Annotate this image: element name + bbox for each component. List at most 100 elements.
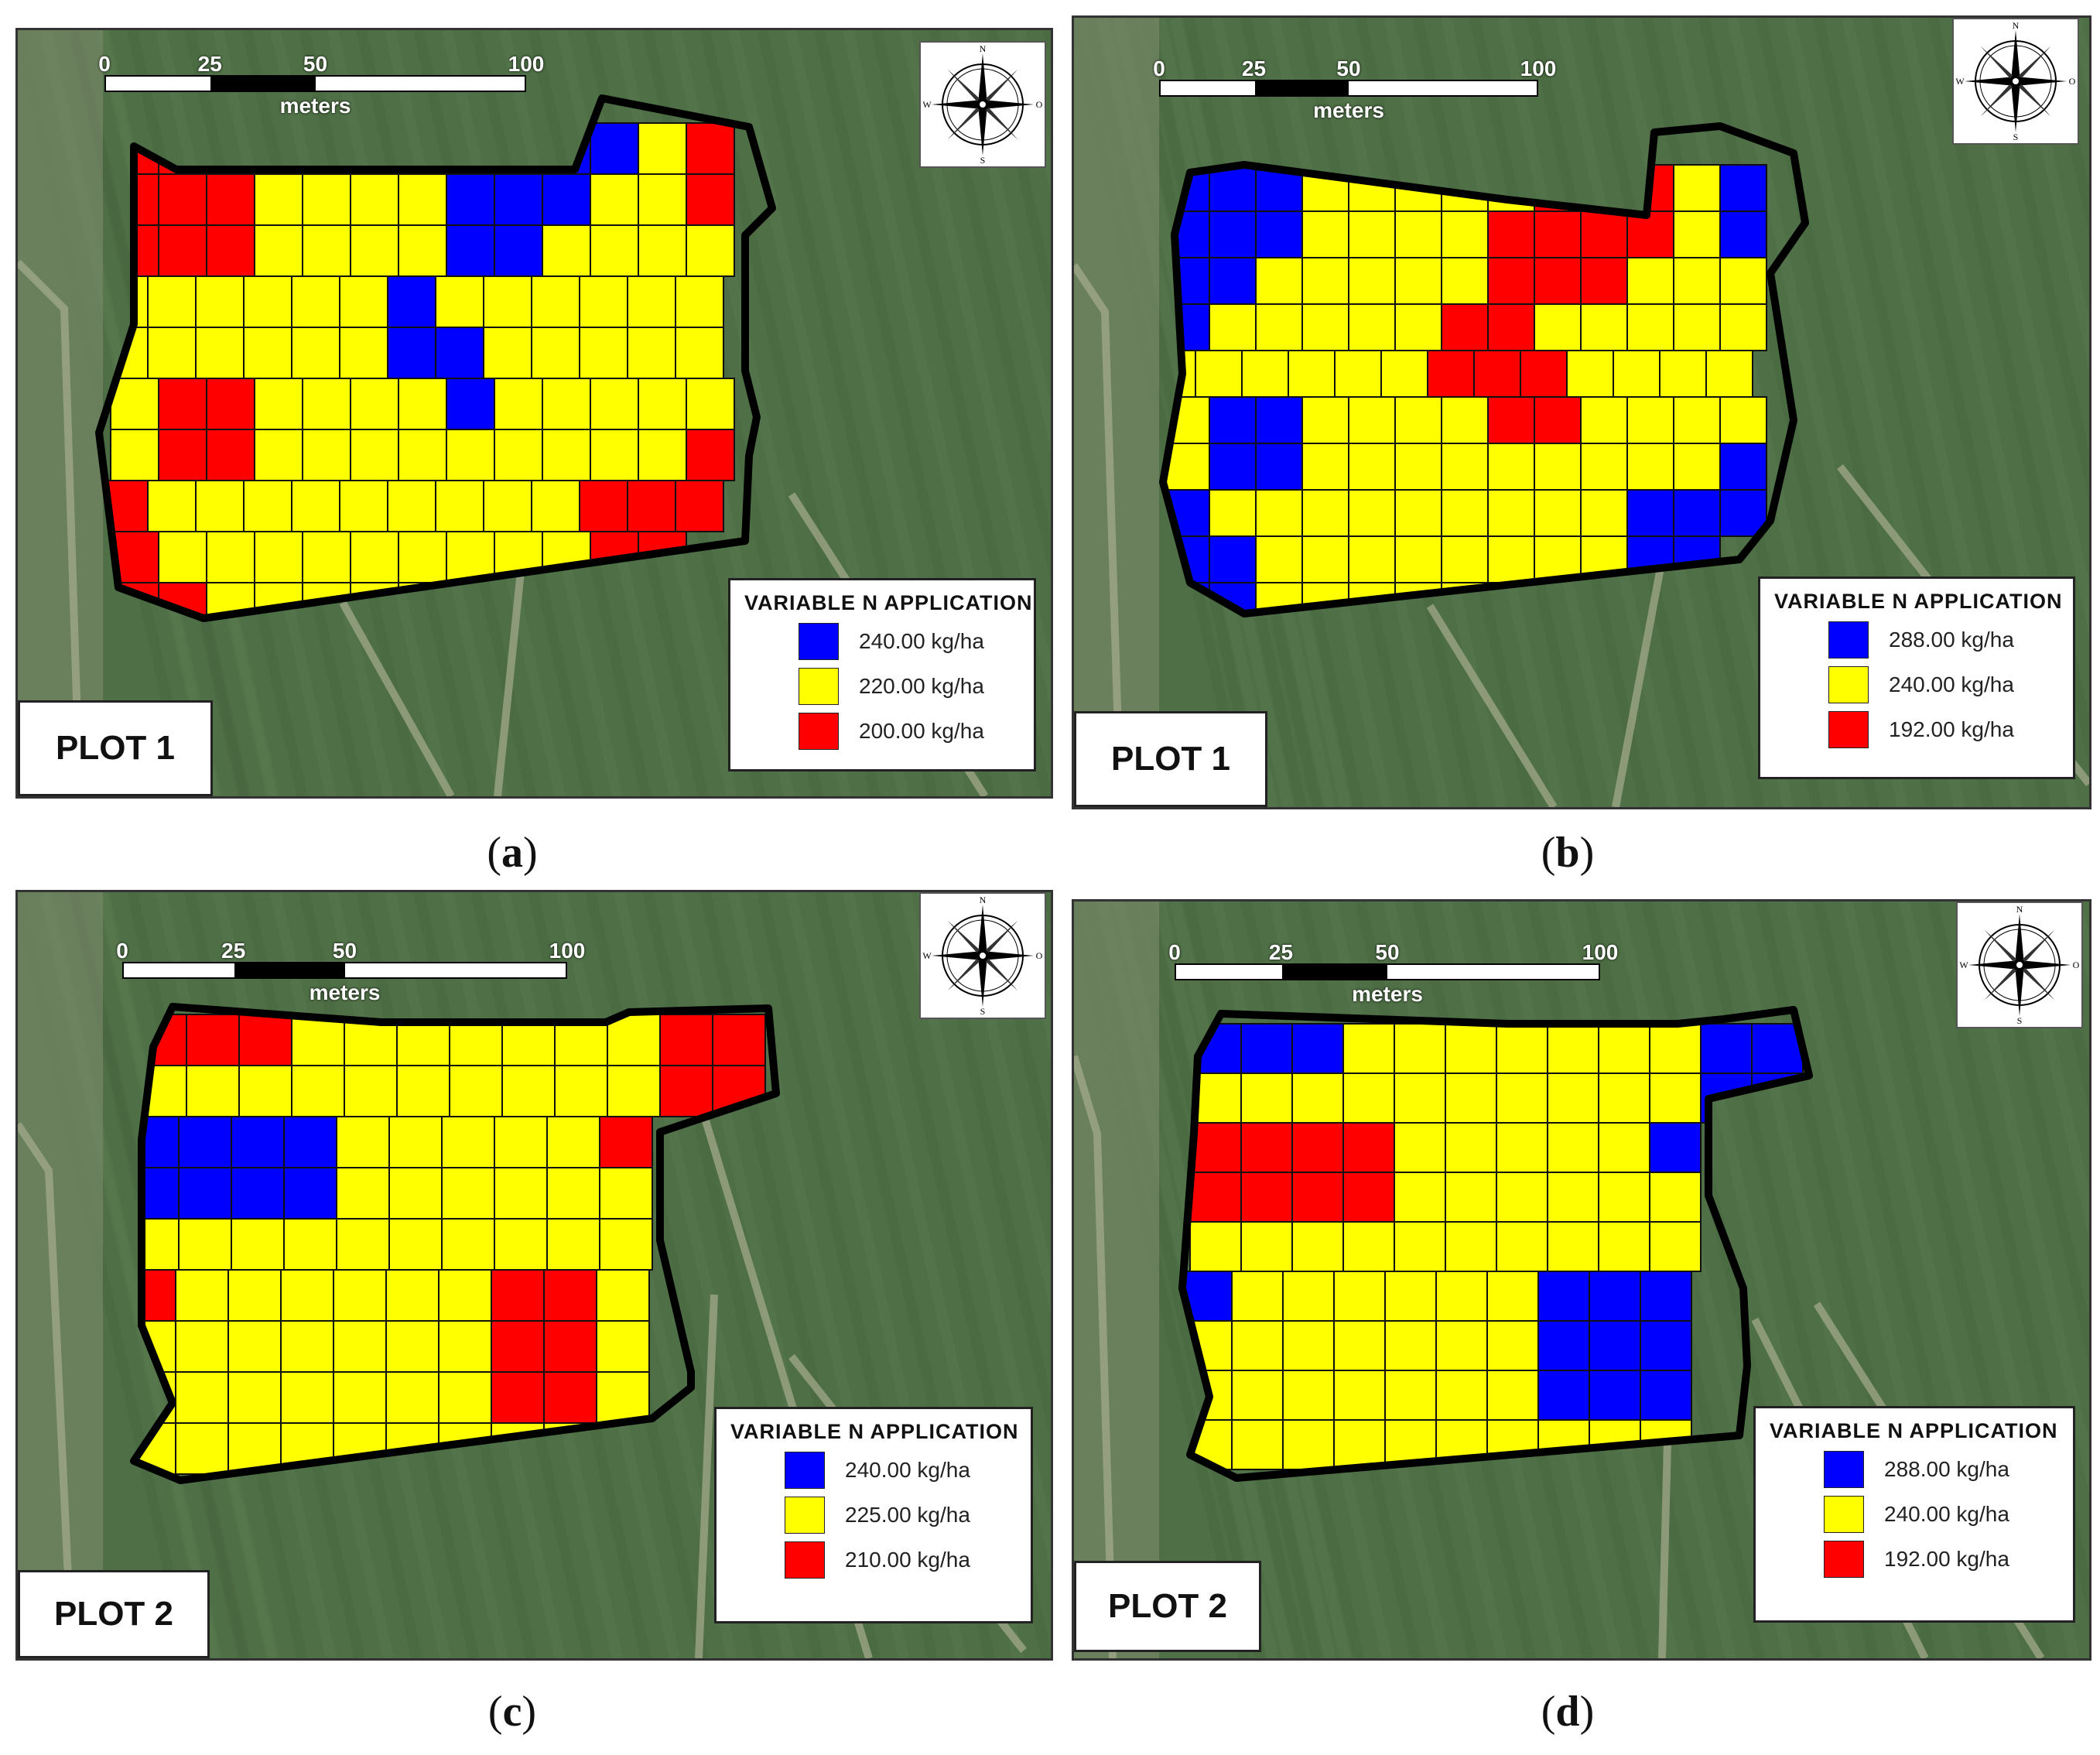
caption-c: (c) <box>487 1688 537 1736</box>
grid-cell <box>1195 350 1243 398</box>
map-c <box>18 892 1051 1658</box>
grid-cell <box>1240 1122 1293 1173</box>
legend-swatch <box>1828 711 1869 748</box>
grid-cell <box>543 1320 597 1373</box>
grid-cell <box>147 480 197 532</box>
legend-item: 200.00 kg/ha <box>799 713 1020 750</box>
grid-cell <box>1291 1122 1344 1173</box>
grid-cell <box>147 275 197 328</box>
grid-cell <box>1673 489 1721 537</box>
grid-cell <box>1613 350 1661 398</box>
grid-cell <box>531 480 580 532</box>
plot-label: PLOT 1 <box>18 700 213 796</box>
grid-cell <box>1719 164 1767 212</box>
scale-unit: meters <box>1313 98 1384 122</box>
compass-rose-icon: N S W O <box>1952 18 2079 145</box>
grid-cell <box>1394 1221 1446 1272</box>
scale-unit: meters <box>279 94 351 118</box>
grid-cell <box>1240 1072 1293 1124</box>
caption-letter: d <box>1555 1688 1580 1736</box>
legend-label: 220.00 kg/ha <box>859 674 984 698</box>
grid-cell <box>1301 535 1349 583</box>
grid-cell <box>1580 396 1628 444</box>
grid-cell <box>1291 1072 1344 1124</box>
legend-title: VARIABLE N APPLICATION <box>1774 590 2063 613</box>
legend-label: 192.00 kg/ha <box>1889 717 2014 741</box>
grid-cell <box>1719 396 1767 444</box>
grid-cell <box>1441 443 1489 491</box>
grid-cell <box>1589 1320 1641 1371</box>
grid-cell <box>1333 1320 1386 1371</box>
legend-label: 240.00 kg/ha <box>1884 1502 2009 1526</box>
grid-cell <box>1342 1023 1395 1074</box>
legend: VARIABLE N APPLICATION 240.00 kg/ha 220.00… <box>728 578 1036 771</box>
grid-cell <box>1719 257 1767 305</box>
grid-cell <box>446 429 495 481</box>
scale-tick-label: 100 <box>1582 940 1619 964</box>
grid-cell <box>280 1320 334 1373</box>
grid-cell <box>1649 1023 1702 1074</box>
grid-cell <box>1255 535 1303 583</box>
grid-cell <box>238 1014 292 1066</box>
grid-cell <box>1487 396 1535 444</box>
grid-cell <box>1380 350 1428 398</box>
grid-cell <box>1626 257 1674 305</box>
scale-tick-label: 100 <box>1520 56 1557 80</box>
grid-cell <box>336 1218 390 1271</box>
scale-tick-label: 25 <box>197 52 222 76</box>
grid-cell <box>1441 210 1489 258</box>
grid-cell <box>283 1167 337 1220</box>
grid-cell <box>280 1269 334 1322</box>
grid-cell <box>1537 1271 1590 1322</box>
legend-swatch <box>1824 1451 1864 1488</box>
legend-item: 288.00 kg/ha <box>1828 621 2059 659</box>
legend-title: VARIABLE N APPLICATION <box>744 591 1033 614</box>
grid-cell <box>158 378 207 430</box>
compass-rose-icon: N S W O <box>919 892 1046 1019</box>
grid-cell <box>1486 1320 1539 1371</box>
grid-cell <box>1673 210 1721 258</box>
grid-cell <box>441 1116 495 1168</box>
legend-swatch <box>1828 621 1869 659</box>
grid-cell <box>638 122 687 175</box>
grid-cell <box>339 480 388 532</box>
grid-cell <box>1334 350 1382 398</box>
scale-bar: 0 25 50 100 meters <box>98 52 544 118</box>
grid-cell <box>1348 257 1396 305</box>
grid-cell <box>1291 1221 1344 1272</box>
grid-cell <box>1751 1023 1804 1074</box>
grid-cell <box>231 1116 285 1168</box>
grid-cell <box>1435 1370 1488 1421</box>
legend-item: 210.00 kg/ha <box>785 1541 1017 1579</box>
grid-cell <box>1626 489 1674 537</box>
legend-item: 288.00 kg/ha <box>1824 1451 2059 1488</box>
legend-swatch <box>799 668 839 705</box>
grid-cell <box>546 1167 600 1220</box>
grid-cell <box>491 1269 545 1322</box>
grid-cell <box>1301 443 1349 491</box>
grid-cell <box>1231 1370 1284 1421</box>
grid-cell <box>291 1065 345 1117</box>
grid-cell <box>1241 350 1289 398</box>
grid-cell <box>1649 1221 1702 1272</box>
grid-cell <box>1301 210 1349 258</box>
legend-label: 240.00 kg/ha <box>845 1458 970 1482</box>
legend-label: 192.00 kg/ha <box>1884 1547 2009 1571</box>
grid-cell <box>387 480 436 532</box>
compass-rose-icon: N S W O <box>1956 901 2083 1028</box>
legend-item: 192.00 kg/ha <box>1824 1541 2059 1578</box>
grid-cell <box>1640 1271 1692 1322</box>
grid-cell <box>1534 396 1582 444</box>
grid-cell <box>178 1167 232 1220</box>
grid-cell <box>1547 1172 1599 1223</box>
grid-cell <box>254 224 303 277</box>
grid-cell <box>1394 1122 1446 1173</box>
grid-cell <box>1626 443 1674 491</box>
caption-b: (b) <box>1541 829 1595 877</box>
grid-cell <box>1231 1320 1284 1371</box>
grid-cell <box>110 429 159 481</box>
grid-cell <box>1301 303 1349 351</box>
grid-cell <box>1700 1023 1753 1074</box>
grid-cell <box>254 173 303 226</box>
legend-swatch <box>799 623 839 660</box>
